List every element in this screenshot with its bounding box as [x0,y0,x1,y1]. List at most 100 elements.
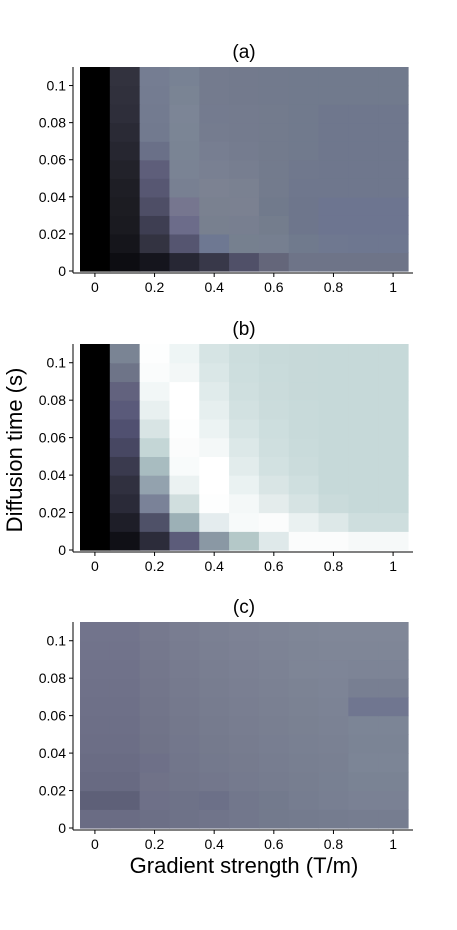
heatmap-cell [258,734,290,754]
heatmap-cell [229,418,260,439]
heatmap-cell [109,696,141,717]
heatmap-cell [378,493,409,514]
heatmap-cell [109,512,141,532]
y-tick-label: 0.1 [47,633,67,649]
heatmap-cell [348,753,379,773]
heatmap-cell [199,159,230,179]
x-tick-label: 1 [389,836,397,852]
heatmap-cell [258,252,290,272]
heatmap-cell [80,790,111,810]
heatmap-cell [199,437,230,457]
heatmap-cell [169,512,200,532]
heatmap-cell [318,437,349,457]
heatmap-cell [80,159,111,179]
x-tick-label: 0 [91,279,99,295]
heatmap-cell [348,771,379,792]
y-tick-label: 0.06 [39,430,66,446]
heatmap-cell [229,622,260,642]
heatmap-cell [109,771,141,792]
heatmap-cell [199,196,230,216]
heatmap-cell [318,362,349,383]
heatmap-cell [348,362,379,383]
y-tick-label: 0 [58,263,66,279]
heatmap-cell [318,753,349,773]
heatmap-cell [169,85,200,105]
heatmap-cell [169,159,200,179]
heatmap-cell [169,790,200,810]
heatmap-cell [109,809,141,829]
heatmap-cell [348,437,379,457]
heatmap-cell [378,678,409,698]
heatmap-cell [169,640,200,661]
y-tick-label: 0 [58,542,66,558]
heatmap-cell [80,122,111,142]
heatmap-cell [378,622,409,642]
heatmap-cell [318,790,349,810]
heatmap-cell [80,178,111,198]
heatmap-cell [199,622,230,642]
heatmap-cell [258,178,290,198]
heatmap-cell [378,531,409,551]
heatmap-cell [288,696,320,717]
heatmap-cell [318,531,349,551]
heatmap-cell [258,659,290,679]
heatmap-cell [318,196,349,216]
heatmap-cell [80,475,111,495]
heatmap-cell [169,362,200,383]
panel-title: (b) [232,319,255,340]
heatmap-cell [199,362,230,383]
heatmap-cell [258,622,290,642]
heatmap-cell [378,659,409,679]
heatmap-cell [288,85,320,105]
heatmap-cell [229,104,260,124]
heatmap-cell [378,437,409,457]
heatmap-cell [169,178,200,198]
heatmap-cell [229,809,260,829]
heatmap-cell [258,215,290,235]
heatmap-cell [169,456,200,476]
heatmap-cell [318,85,349,105]
heatmap-cell [288,381,320,401]
heatmap-cell [288,659,320,679]
y-tick-label: 0.1 [47,355,67,371]
heatmap-cell [348,252,379,272]
heatmap-cell [199,715,230,735]
heatmap-cell [139,381,171,401]
heatmap-cell [229,659,260,679]
x-tick-label: 1 [389,279,397,295]
heatmap-cell [229,141,260,161]
x-tick-label: 0.8 [324,279,344,295]
heatmap-cell [378,344,409,364]
heatmap-cell [199,252,230,272]
heatmap-cell [318,122,349,142]
heatmap-cell [139,122,171,142]
heatmap-cell [318,640,349,661]
heatmap-cell [109,67,141,87]
heatmap-cell [318,67,349,87]
heatmap-cell [139,215,171,235]
heatmap-cell [109,734,141,754]
heatmap-cell [258,715,290,735]
heatmap-cell [169,344,200,364]
heatmap-cell [80,67,111,87]
heatmap-cell [109,104,141,124]
heatmap-cell [199,640,230,661]
x-tick-label: 0.6 [264,836,284,852]
heatmap-cell [348,233,379,254]
heatmap-cell [199,734,230,754]
y-tick-label: 0.02 [39,505,66,521]
heatmap-cell [229,362,260,383]
y-tick-label: 0.04 [39,745,66,761]
x-tick-label: 0.4 [204,836,224,852]
heatmap-cell [318,622,349,642]
heatmap-cell [139,196,171,216]
x-tick-label: 0.4 [204,558,224,574]
heatmap-cell [139,418,171,439]
heatmap-cell [258,456,290,476]
heatmap-cell [229,215,260,235]
heatmap-cell [169,622,200,642]
heatmap-cell [318,809,349,829]
heatmap-cell [229,122,260,142]
x-tick-label: 0.2 [145,558,165,574]
heatmap-cell [199,344,230,364]
